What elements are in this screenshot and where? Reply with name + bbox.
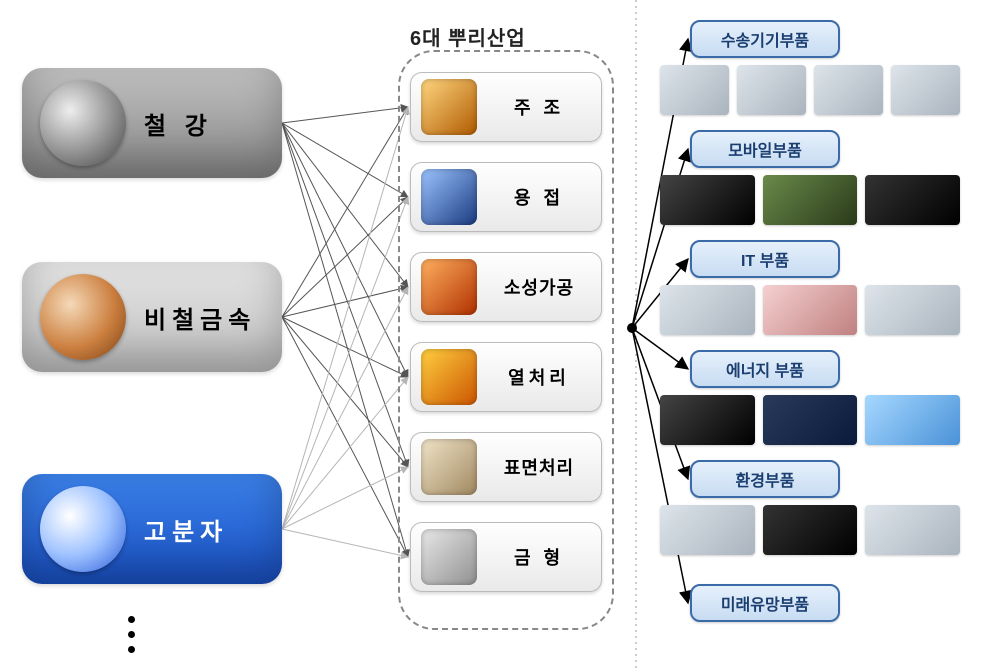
material-label: 비철금속 bbox=[144, 300, 256, 335]
process-mold: 금 형 bbox=[410, 522, 602, 592]
output-label: IT 부품 bbox=[741, 247, 789, 271]
process-welding: 용 접 bbox=[410, 162, 602, 232]
process-thumb-icon bbox=[421, 259, 477, 315]
product-image-icon bbox=[660, 65, 729, 115]
output-images-row bbox=[660, 62, 960, 118]
material-label: 고분자 bbox=[144, 512, 228, 547]
process-heat: 열처리 bbox=[410, 342, 602, 412]
process-thumb-icon bbox=[421, 439, 477, 495]
material-polymer: 고분자 bbox=[22, 474, 282, 584]
ellipsis-dots-icon bbox=[128, 616, 135, 653]
output-label: 모바일부품 bbox=[728, 137, 802, 161]
process-label: 주 조 bbox=[487, 94, 591, 120]
process-thumb-icon bbox=[421, 79, 477, 135]
product-image-icon bbox=[763, 505, 858, 555]
product-image-icon bbox=[660, 175, 755, 225]
output-it: IT 부품 bbox=[690, 240, 840, 278]
material-thumb-icon bbox=[40, 486, 126, 572]
product-image-icon bbox=[660, 505, 755, 555]
output-label: 에너지 부품 bbox=[726, 357, 804, 381]
product-image-icon bbox=[865, 175, 960, 225]
output-images-row bbox=[660, 172, 960, 228]
output-images-row bbox=[660, 282, 960, 338]
output-mobile: 모바일부품 bbox=[690, 130, 840, 168]
diagram-root: 철 강 비철금속 고분자 6대 뿌리산업 주 조 용 접 소성가공 열처리 표면… bbox=[0, 0, 982, 672]
product-image-icon bbox=[865, 395, 960, 445]
output-future: 미래유망부품 bbox=[690, 584, 840, 622]
product-image-icon bbox=[660, 395, 755, 445]
product-image-icon bbox=[763, 175, 858, 225]
material-nonferrous: 비철금속 bbox=[22, 262, 282, 372]
process-casting: 주 조 bbox=[410, 72, 602, 142]
material-thumb-icon bbox=[40, 80, 126, 166]
process-thumb-icon bbox=[421, 169, 477, 225]
process-label: 열처리 bbox=[487, 364, 591, 390]
product-image-icon bbox=[814, 65, 883, 115]
process-thumb-icon bbox=[421, 349, 477, 405]
process-forming: 소성가공 bbox=[410, 252, 602, 322]
product-image-icon bbox=[865, 285, 960, 335]
material-steel: 철 강 bbox=[22, 68, 282, 178]
process-label: 금 형 bbox=[487, 544, 591, 570]
process-label: 용 접 bbox=[487, 184, 591, 210]
output-label: 수송기기부품 bbox=[721, 27, 809, 51]
product-image-icon bbox=[891, 65, 960, 115]
product-image-icon bbox=[865, 505, 960, 555]
center-title: 6대 뿌리산업 bbox=[410, 22, 526, 51]
product-image-icon bbox=[737, 65, 806, 115]
output-label: 환경부품 bbox=[736, 467, 795, 491]
process-thumb-icon bbox=[421, 529, 477, 585]
product-image-icon bbox=[763, 395, 858, 445]
output-label: 미래유망부품 bbox=[721, 591, 809, 615]
material-label: 철 강 bbox=[144, 106, 213, 141]
output-images-row bbox=[660, 502, 960, 558]
output-transport: 수송기기부품 bbox=[690, 20, 840, 58]
process-surface: 표면처리 bbox=[410, 432, 602, 502]
product-image-icon bbox=[763, 285, 858, 335]
output-energy: 에너지 부품 bbox=[690, 350, 840, 388]
material-thumb-icon bbox=[40, 274, 126, 360]
output-images-row bbox=[660, 392, 960, 448]
process-label: 표면처리 bbox=[487, 454, 591, 480]
product-image-icon bbox=[660, 285, 755, 335]
output-env: 환경부품 bbox=[690, 460, 840, 498]
process-label: 소성가공 bbox=[487, 274, 591, 300]
